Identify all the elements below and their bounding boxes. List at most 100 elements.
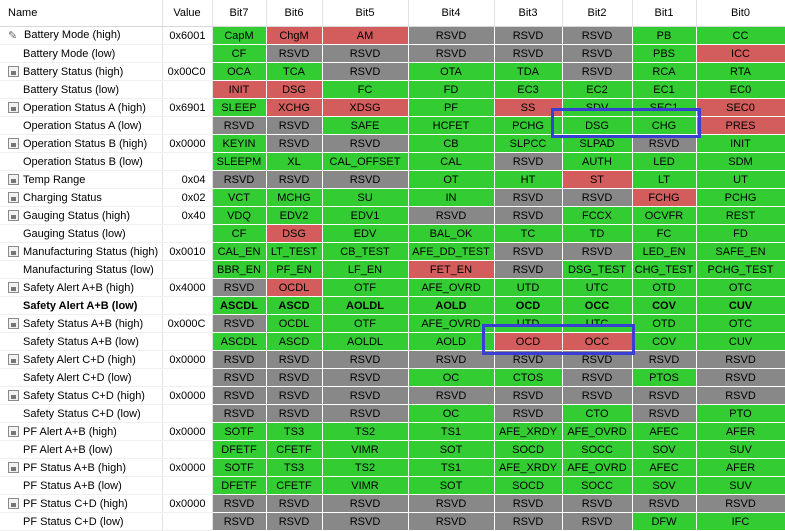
bit-cell: AFE_OVRD: [407, 278, 495, 297]
bit-cell: OCD: [493, 296, 563, 315]
register-row[interactable]: Battery Status (low) INIT DSG FC FD EC3 EC2 EC1…: [0, 80, 785, 99]
register-row[interactable]: PF Alert A+B (low) DFETF CFETF VIMR SOT SOCD S…: [0, 440, 785, 459]
bit-cell: CB_TEST: [321, 242, 409, 261]
lock-icon[interactable]: [8, 192, 19, 204]
register-row[interactable]: Safety Alert A+B (low) ASCDL ASCD AOLDL AOLD…: [0, 296, 785, 315]
bit-cell: FCHG: [631, 188, 697, 207]
bit-cell: CFETF: [265, 440, 323, 459]
register-row[interactable]: Battery Status (high) 0x00C0 OCA TCA RSVD OTA…: [0, 62, 785, 81]
register-rows: ✎ Battery Mode (high) 0x6001 CapM ChgM AM RSVD…: [0, 26, 785, 531]
lock-icon[interactable]: [8, 138, 19, 150]
column-header-bit5[interactable]: Bit5: [322, 0, 409, 27]
register-row[interactable]: PF Status C+D (high) 0x0000 RSVD RSVD RSVD RS…: [0, 494, 785, 513]
register-row[interactable]: Battery Mode (low) CF RSVD RSVD RSVD RSVD RSVD…: [0, 44, 785, 63]
bit-cell: RSVD: [561, 44, 633, 63]
lock-icon[interactable]: [8, 174, 19, 186]
register-name-cell: Operation Status A (low): [0, 116, 163, 135]
register-row[interactable]: Operation Status A (low) RSVD RSVD SAFE HCFE…: [0, 116, 785, 135]
register-row[interactable]: Charging Status 0x02 VCT MCHG SU IN RSVD RSVD FC…: [0, 188, 785, 207]
bit-cell: UTC: [561, 278, 633, 297]
bit-cell: OCD: [493, 332, 563, 351]
lock-icon[interactable]: [8, 354, 19, 366]
bit-cell: OTF: [321, 278, 409, 297]
register-row[interactable]: PF Alert A+B (high) 0x0000 SOTF TS3 TS2 TS1 AF…: [0, 422, 785, 441]
bit-cell: RSVD: [211, 386, 267, 405]
bit-cell: VIMR: [321, 476, 409, 495]
lock-icon[interactable]: [8, 246, 19, 258]
bit-cell: PTOS: [631, 368, 697, 387]
column-header-bit1[interactable]: Bit1: [632, 0, 697, 27]
bit-cell: KEYIN: [211, 134, 267, 153]
register-row[interactable]: Gauging Status (low) CF DSG EDV BAL_OK TC TD FC…: [0, 224, 785, 243]
lock-icon[interactable]: [8, 102, 19, 114]
column-header-bit3[interactable]: Bit3: [494, 0, 563, 27]
bit-cell: EDV1: [321, 206, 409, 225]
bit-cell: FC: [631, 224, 697, 243]
bit-cell: ICC: [695, 44, 785, 63]
register-row[interactable]: Safety Alert C+D (high) 0x0000 RSVD RSVD RSV…: [0, 350, 785, 369]
register-row[interactable]: Safety Status C+D (low) RSVD RSVD RSVD OC RSV…: [0, 404, 785, 423]
bit-cell: SOT: [407, 440, 495, 459]
register-row[interactable]: Safety Status C+D (high) 0x0000 RSVD RSVD RS…: [0, 386, 785, 405]
register-row[interactable]: PF Status A+B (low) DFETF CFETF VIMR SOT SOCD…: [0, 476, 785, 495]
register-row[interactable]: Gauging Status (high) 0x40 VDQ EDV2 EDV1 RSVD…: [0, 206, 785, 225]
lock-icon[interactable]: [8, 390, 19, 402]
register-name-cell: Safety Alert C+D (low): [0, 368, 163, 387]
bit-cell: RSVD: [321, 134, 409, 153]
register-row[interactable]: Temp Range 0x04 RSVD RSVD RSVD OT HT ST LT UT: [0, 170, 785, 189]
bit-cell: CHG_TEST: [631, 260, 697, 279]
register-name: Manufacturing Status (high): [23, 245, 159, 258]
bit-cell: RSVD: [631, 494, 697, 513]
bit-cell: PTO: [695, 404, 785, 423]
lock-icon[interactable]: [8, 462, 19, 474]
register-row[interactable]: Operation Status B (low) SLEEPM XL CAL_OFFS…: [0, 152, 785, 171]
column-header-value[interactable]: Value: [162, 0, 213, 27]
bit-cell: RSVD: [265, 134, 323, 153]
register-row[interactable]: Safety Status A+B (high) 0x000C RSVD OCDL OT…: [0, 314, 785, 333]
bit-cell: OC: [407, 404, 495, 423]
register-row[interactable]: Manufacturing Status (low) BBR_EN PF_EN LF_…: [0, 260, 785, 279]
register-row[interactable]: Safety Alert A+B (high) 0x4000 RSVD OCDL OTF…: [0, 278, 785, 297]
register-value: 0x0010: [162, 242, 213, 261]
column-header-bit4[interactable]: Bit4: [408, 0, 495, 27]
bit-cell: CTOS: [493, 368, 563, 387]
register-row[interactable]: PF Status A+B (high) 0x0000 SOTF TS3 TS2 TS1 A…: [0, 458, 785, 477]
bit-cell: RSVD: [321, 386, 409, 405]
bit-cell: SOTF: [211, 422, 267, 441]
register-name-cell: Operation Status A (high): [0, 98, 163, 117]
register-row[interactable]: Safety Alert C+D (low) RSVD RSVD RSVD OC CTOS…: [0, 368, 785, 387]
edit-icon[interactable]: ✎: [8, 29, 18, 42]
bit-cell: RSVD: [407, 512, 495, 531]
register-row[interactable]: Safety Status A+B (low) ASCDL ASCD AOLDL AOL…: [0, 332, 785, 351]
bit-cell: TC: [493, 224, 563, 243]
column-header-name[interactable]: Name: [0, 0, 163, 27]
bit-cell: RSVD: [493, 152, 563, 171]
register-value: 0x0000: [162, 494, 213, 513]
bit-cell: RSVD: [265, 44, 323, 63]
lock-icon[interactable]: [8, 210, 19, 222]
lock-icon[interactable]: [8, 66, 19, 78]
register-name-cell: Temp Range: [0, 170, 163, 189]
lock-icon[interactable]: [8, 318, 19, 330]
register-row[interactable]: ✎ Battery Mode (high) 0x6001 CapM ChgM AM RSVD…: [0, 26, 785, 45]
register-name: Safety Status C+D (low): [23, 407, 141, 420]
bit-cell: PB: [631, 26, 697, 45]
column-header-bit2[interactable]: Bit2: [562, 0, 633, 27]
bit-cell: RSVD: [561, 512, 633, 531]
lock-icon[interactable]: [8, 426, 19, 438]
column-header-bit0[interactable]: Bit0: [696, 0, 785, 27]
bit-cell: RSVD: [321, 44, 409, 63]
bit-cell: LT: [631, 170, 697, 189]
column-header-bit6[interactable]: Bit6: [266, 0, 323, 27]
bit-cell: RSVD: [265, 512, 323, 531]
lock-icon[interactable]: [8, 498, 19, 510]
register-row[interactable]: PF Status C+D (low) RSVD RSVD RSVD RSVD RSVD R…: [0, 512, 785, 531]
lock-icon[interactable]: [8, 282, 19, 294]
register-name: Battery Status (low): [23, 83, 119, 96]
register-row[interactable]: Operation Status B (high) 0x0000 KEYIN RSVD…: [0, 134, 785, 153]
register-value: 0x0000: [162, 422, 213, 441]
register-row[interactable]: Manufacturing Status (high) 0x0010 CAL_EN L…: [0, 242, 785, 261]
column-header-bit7[interactable]: Bit7: [212, 0, 267, 27]
bit-cell: XCHG: [265, 98, 323, 117]
bit-cell: OT: [407, 170, 495, 189]
